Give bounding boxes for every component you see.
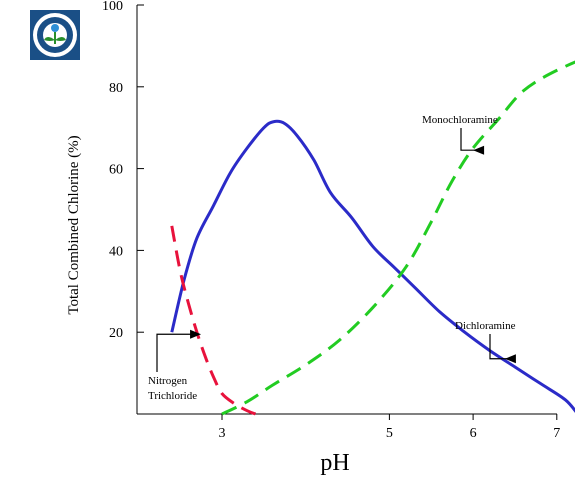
arrow-head [190, 329, 202, 339]
y-tick-label: 40 [109, 244, 123, 259]
nitrogen-trichloride-label: Trichloride [148, 390, 197, 402]
y-tick-label: 20 [109, 326, 123, 341]
x-tick-label: 6 [470, 426, 477, 441]
annotations-layer: Monochloramine Dichloramine Nitrogen Trichl… [148, 114, 516, 402]
arrow-head [473, 145, 485, 155]
series-line-1 [221, 60, 575, 416]
y-axis-title: Total Combined Chlorine (%) [66, 135, 82, 314]
nitrogen-trichloride-arrow [156, 333, 192, 372]
x-tick-label: 5 [386, 426, 393, 441]
series-layer [170, 60, 575, 416]
x-tick-label: 3 [219, 426, 226, 441]
seal-logo [30, 10, 80, 60]
y-tick-label: 80 [109, 81, 123, 96]
x-axis-title: pH [320, 450, 349, 476]
series-line-2 [170, 225, 257, 416]
x-tick-label: 7 [553, 426, 560, 441]
nitrogen-trichloride-label: Nitrogen [148, 375, 188, 387]
y-tick-label: 100 [102, 0, 123, 14]
y-tick-label: 60 [109, 163, 123, 178]
arrow-head [504, 354, 516, 364]
ticks-layer: 3567820406080100 [102, 0, 560, 441]
series-line-0 [170, 119, 575, 413]
monochloramine-label: Monochloramine [422, 114, 498, 126]
dichloramine-label: Dichloramine [455, 320, 516, 332]
dichloramine-arrow [489, 334, 515, 360]
